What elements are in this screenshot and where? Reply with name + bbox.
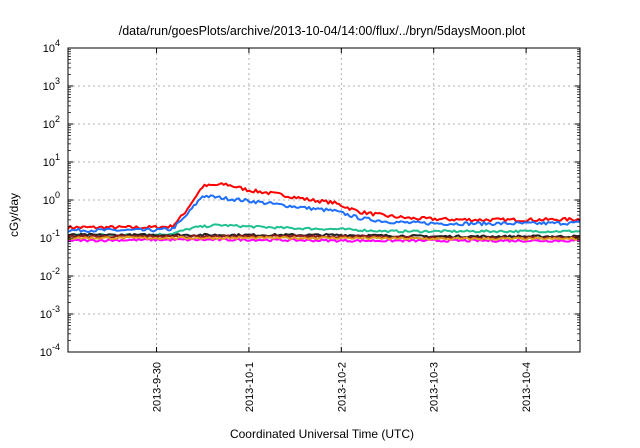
series-line-1: [67, 182, 581, 230]
x-tick-label: 2013-10-1: [244, 362, 256, 412]
series-line-7: [67, 235, 581, 241]
y-axis: 104 103 102 101 100 10-1 10-2 10-3 10-4: [40, 38, 580, 359]
y-tick-label: 10-3: [40, 304, 60, 321]
y-tick-label: 103: [43, 76, 60, 93]
y-tick-label: 10-2: [40, 266, 60, 283]
x-axis: 2013-9-30 2013-10-1 2013-10-2 2013-10-3 2013…: [152, 48, 533, 412]
chart-title: /data/run/goesPlots/archive/2013-10-04/1…: [119, 24, 526, 38]
y-tick-label: 100: [43, 190, 60, 207]
series-group: [67, 182, 581, 243]
x-tick-label: 2013-10-4: [521, 362, 533, 412]
x-tick-label: 2013-10-2: [336, 362, 348, 412]
y-tick-label: 102: [43, 114, 60, 131]
series-line-6: [67, 237, 581, 243]
y-tick-label: 10-1: [40, 228, 60, 245]
x-axis-label: Coordinated Universal Time (UTC): [230, 427, 414, 441]
y-tick-label: 101: [43, 152, 60, 169]
x-tick-label: 2013-9-30: [152, 362, 164, 412]
y-tick-label: 10-4: [40, 342, 60, 359]
y-axis-label: cGy/day: [7, 193, 21, 237]
series-line-2: [67, 194, 581, 233]
y-tick-label: 104: [43, 38, 60, 55]
x-tick-label: 2013-10-3: [429, 362, 441, 412]
